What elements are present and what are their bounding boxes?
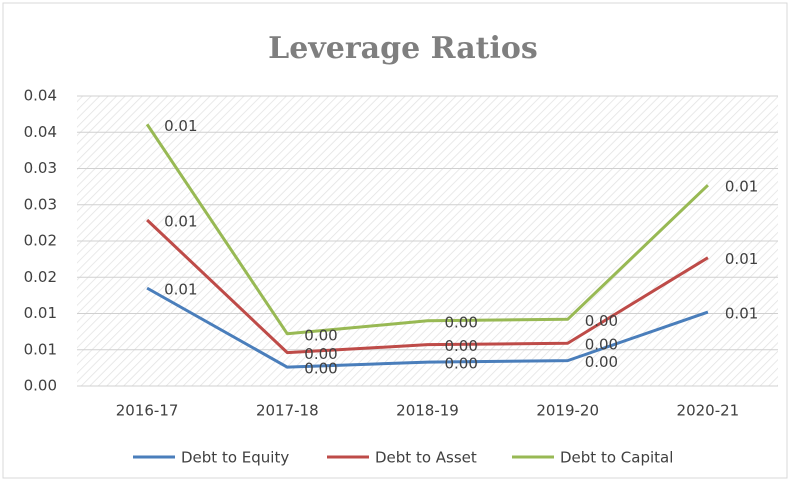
data-label: 0.00 xyxy=(304,360,337,378)
x-tick-label: 2018-19 xyxy=(396,402,459,420)
data-label: 0.01 xyxy=(164,212,197,230)
legend-label: Debt to Capital xyxy=(560,449,673,467)
data-label: 0.01 xyxy=(725,178,758,196)
y-tick-label: 0.02 xyxy=(24,268,57,286)
y-tick-label: 0.01 xyxy=(24,304,57,322)
y-tick-label: 0.04 xyxy=(24,123,57,141)
data-label: 0.00 xyxy=(585,312,618,330)
x-tick-label: 2019-20 xyxy=(536,402,599,420)
y-tick-label: 0.04 xyxy=(24,87,57,105)
x-tick-label: 2020-21 xyxy=(677,402,740,420)
y-tick-label: 0.00 xyxy=(24,377,57,395)
data-label: 0.00 xyxy=(585,336,618,354)
data-label: 0.00 xyxy=(304,326,337,344)
data-label: 0.01 xyxy=(725,250,758,268)
data-label: 0.01 xyxy=(725,305,758,323)
y-tick-label: 0.03 xyxy=(24,195,57,213)
y-tick-label: 0.02 xyxy=(24,232,57,250)
data-label: 0.01 xyxy=(164,281,197,299)
data-label: 0.00 xyxy=(445,337,478,355)
x-tick-label: 2017-18 xyxy=(256,402,319,420)
legend-label: Debt to Asset xyxy=(375,449,477,467)
x-tick-label: 2016-17 xyxy=(116,402,179,420)
series-line xyxy=(146,286,709,369)
data-label: 0.01 xyxy=(164,117,197,135)
data-label: 0.00 xyxy=(304,345,337,363)
y-tick-label: 0.01 xyxy=(24,340,57,358)
legend-label: Debt to Equity xyxy=(181,449,289,467)
series-line xyxy=(146,218,709,355)
data-label: 0.00 xyxy=(445,355,478,373)
y-tick-label: 0.03 xyxy=(24,159,57,177)
data-label: 0.00 xyxy=(445,313,478,331)
series-line xyxy=(145,123,709,336)
chart-title: Leverage Ratios xyxy=(268,31,538,66)
data-label: 0.00 xyxy=(585,353,618,371)
